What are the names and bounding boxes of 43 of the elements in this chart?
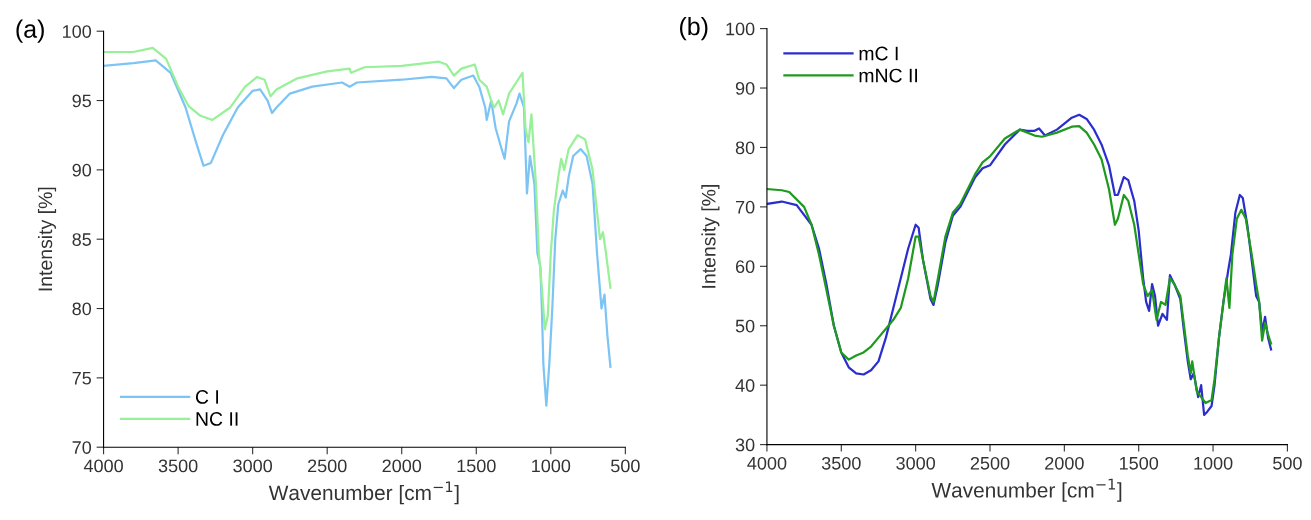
y-tick-label: 70 — [735, 200, 755, 214]
y-tick-label: 95 — [72, 94, 92, 108]
y-tick-label: 80 — [735, 141, 755, 155]
x-tick-label: 1000 — [1194, 456, 1233, 470]
y-tick-label: 80 — [72, 302, 92, 316]
x-axis-title: Wavenumber [cm$^{−1}$] — [268, 481, 459, 505]
x-tick-label: 1500 — [457, 459, 496, 473]
x-tick-label: 3500 — [821, 456, 861, 470]
y-axis-title: Intensity [%] — [37, 187, 57, 291]
x-tick-label: 1000 — [532, 459, 571, 473]
legend-label: mNC II — [859, 68, 918, 83]
y-axis-title: Intensity [%] — [701, 185, 720, 288]
x-tick-label: 1500 — [1119, 456, 1159, 470]
x-tick-label: 4000 — [83, 459, 123, 473]
y-tick-label: 90 — [72, 163, 92, 177]
x-tick-label: 4000 — [747, 456, 787, 470]
chart-title: (b) — [680, 16, 708, 41]
y-tick-label: 60 — [735, 260, 755, 274]
y-tick-label: 70 — [72, 441, 92, 454]
x-tick-label: 2500 — [308, 459, 347, 473]
legend-label: C I — [195, 390, 219, 404]
line-series — [103, 59, 612, 407]
y-tick-label: 50 — [735, 319, 755, 333]
y-tick-label: 90 — [735, 81, 755, 95]
line-series — [103, 46, 612, 331]
x-axis-title: Wavenumber [cm$^{−1}$] — [931, 478, 1122, 502]
chart-title: (a) — [16, 19, 44, 43]
x-tick-label: 500 — [611, 459, 640, 473]
x-tick-label: 2500 — [970, 456, 1010, 470]
x-tick-label: 3000 — [896, 456, 936, 470]
y-tick-label: 100 — [726, 22, 755, 36]
x-tick-label: 3000 — [233, 459, 273, 473]
x-tick-label: 3500 — [158, 459, 198, 473]
x-tick-label: 2000 — [1045, 456, 1084, 470]
y-tick-label: 100 — [63, 25, 92, 38]
y-tick-label: 40 — [735, 379, 755, 392]
y-tick-label: 30 — [735, 438, 755, 452]
y-tick-label: 75 — [72, 371, 92, 385]
legend-label: NC II — [196, 412, 238, 426]
legend-label: mC I — [859, 46, 898, 61]
x-tick-label: 2000 — [382, 459, 422, 473]
y-tick-label: 85 — [72, 233, 92, 246]
x-tick-label: 500 — [1273, 456, 1302, 470]
